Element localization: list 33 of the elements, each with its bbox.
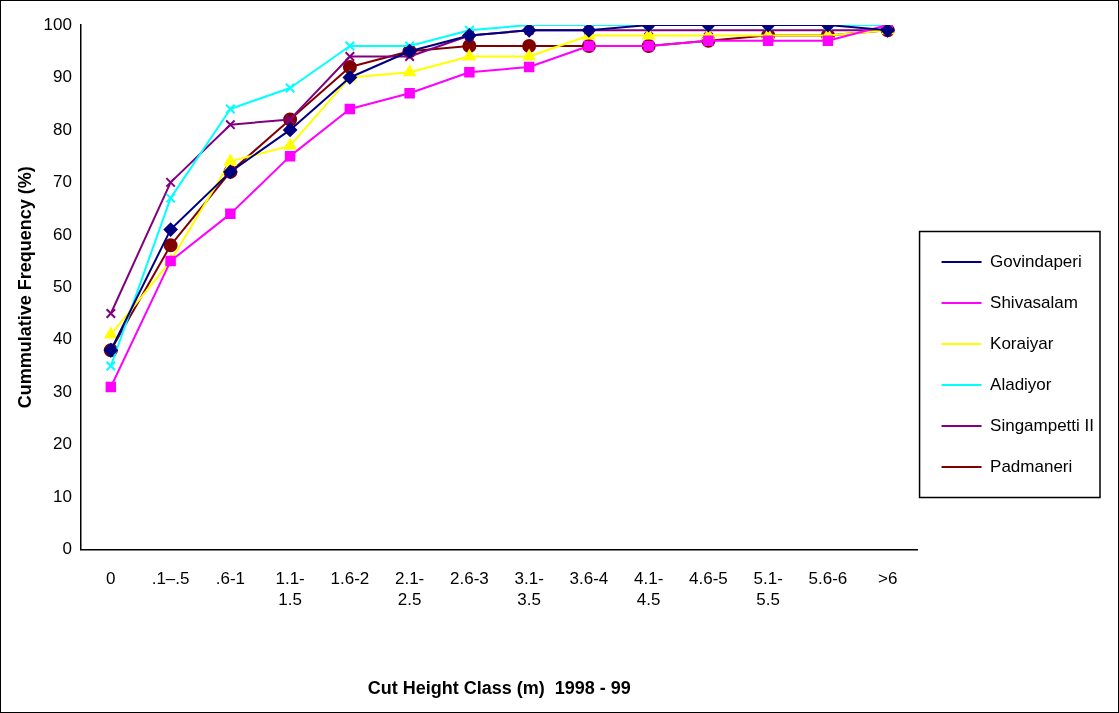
x-tick-label: 5.6-6	[808, 569, 848, 589]
x-axis-title: Cut Height Class (m) 1998 - 99	[367, 678, 631, 699]
legend-label: Aladiyor	[990, 374, 1052, 394]
x-tick-label: 3.6-4	[569, 569, 609, 589]
legend-label: Padmaneri	[990, 456, 1073, 476]
y-tick-label: 40	[53, 329, 72, 349]
x-tick-label: 4.1- 4.5	[634, 569, 664, 609]
y-axis-title: Cummulative Frequency (%)	[14, 166, 35, 409]
y-tick-label: 100	[43, 14, 72, 34]
x-tick-label: .1–.5	[151, 569, 190, 589]
y-tick-label: 90	[53, 67, 72, 87]
legend-label: Govindaperi	[990, 251, 1082, 271]
y-tick-label: 30	[53, 381, 72, 401]
x-tick-label: 2.1- 2.5	[394, 569, 425, 609]
x-tick-label: 1.6-2	[330, 569, 370, 589]
x-tick-label: 3.1- 3.5	[514, 569, 544, 609]
x-tick-label: 4.6-5	[689, 569, 728, 589]
y-tick-label: 80	[53, 119, 72, 139]
x-tick-label: 1.1- 1.5	[275, 569, 305, 609]
x-tick-label: .6-1	[215, 569, 245, 589]
x-tick-label: >6	[877, 569, 898, 589]
y-tick-label: 70	[53, 172, 72, 192]
legend-label: Shivasalam	[990, 292, 1078, 312]
legend-label: Koraiyar	[990, 333, 1054, 353]
y-tick-label: 20	[53, 434, 72, 454]
x-tick-label: 2.6-3	[450, 569, 489, 589]
x-tick-label: 0	[106, 569, 116, 589]
y-tick-label: 0	[62, 539, 72, 559]
y-tick-label: 60	[53, 224, 72, 244]
x-tick-label: 5.1- 5.5	[753, 569, 783, 609]
legend-label: Singampetti II	[990, 415, 1095, 435]
y-tick-label: 50	[53, 276, 72, 296]
y-tick-label: 10	[53, 486, 72, 506]
